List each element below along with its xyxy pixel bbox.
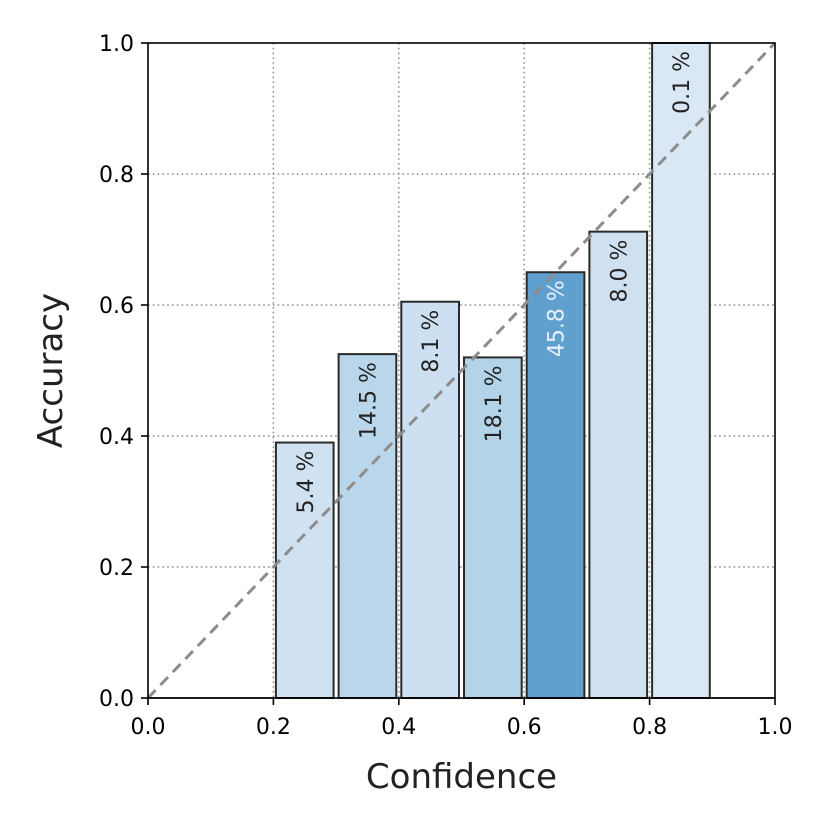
x-tick-label: 0.0 xyxy=(131,715,166,740)
x-tick-label: 0.8 xyxy=(632,715,667,740)
bar-label: 18.1 % xyxy=(482,365,507,442)
bar xyxy=(525,271,586,699)
x-tick-label: 1.0 xyxy=(758,715,793,740)
grid xyxy=(148,43,775,698)
x-tick-label: 0.6 xyxy=(507,715,542,740)
bar xyxy=(274,441,335,699)
y-tick-label: 0.2 xyxy=(99,556,134,581)
ticks: 0.0 0.2 0.4 0.6 0.8 1.0 0.0 0.2 0.4 0.6 0.8 1.0 xyxy=(99,32,793,740)
bar-label: 5.4 % xyxy=(294,451,319,514)
bars xyxy=(148,42,775,699)
y-axis-title: Accuracy xyxy=(31,293,71,448)
diagonal-layer xyxy=(146,41,777,700)
bar-label: 8.1 % xyxy=(419,310,444,373)
bar-label: 14.5 % xyxy=(356,362,381,439)
x-axis-title: Confidence xyxy=(366,757,557,797)
x-tick-label: 0.4 xyxy=(381,715,416,740)
bar-label: 8.0 % xyxy=(607,240,632,303)
bar-labels: 5.4 % 14.5 % 8.1 % 18.1 % 45.8 % 8.0 % 0.1 % xyxy=(294,51,695,513)
bar xyxy=(337,353,398,699)
bar-label: 0.1 % xyxy=(670,51,695,114)
diagonal-reference-line xyxy=(146,41,777,700)
y-tick-label: 0.4 xyxy=(99,425,134,450)
y-tick-label: 0.0 xyxy=(99,687,134,712)
plot-frame xyxy=(147,42,776,699)
x-tick-label: 0.2 xyxy=(256,715,291,740)
bar xyxy=(400,300,460,699)
bar-label: 45.8 % xyxy=(545,280,570,357)
bar xyxy=(651,42,711,699)
y-tick-label: 0.8 xyxy=(99,163,134,188)
y-tick-label: 0.6 xyxy=(99,294,134,319)
y-tick-label: 1.0 xyxy=(99,32,134,57)
